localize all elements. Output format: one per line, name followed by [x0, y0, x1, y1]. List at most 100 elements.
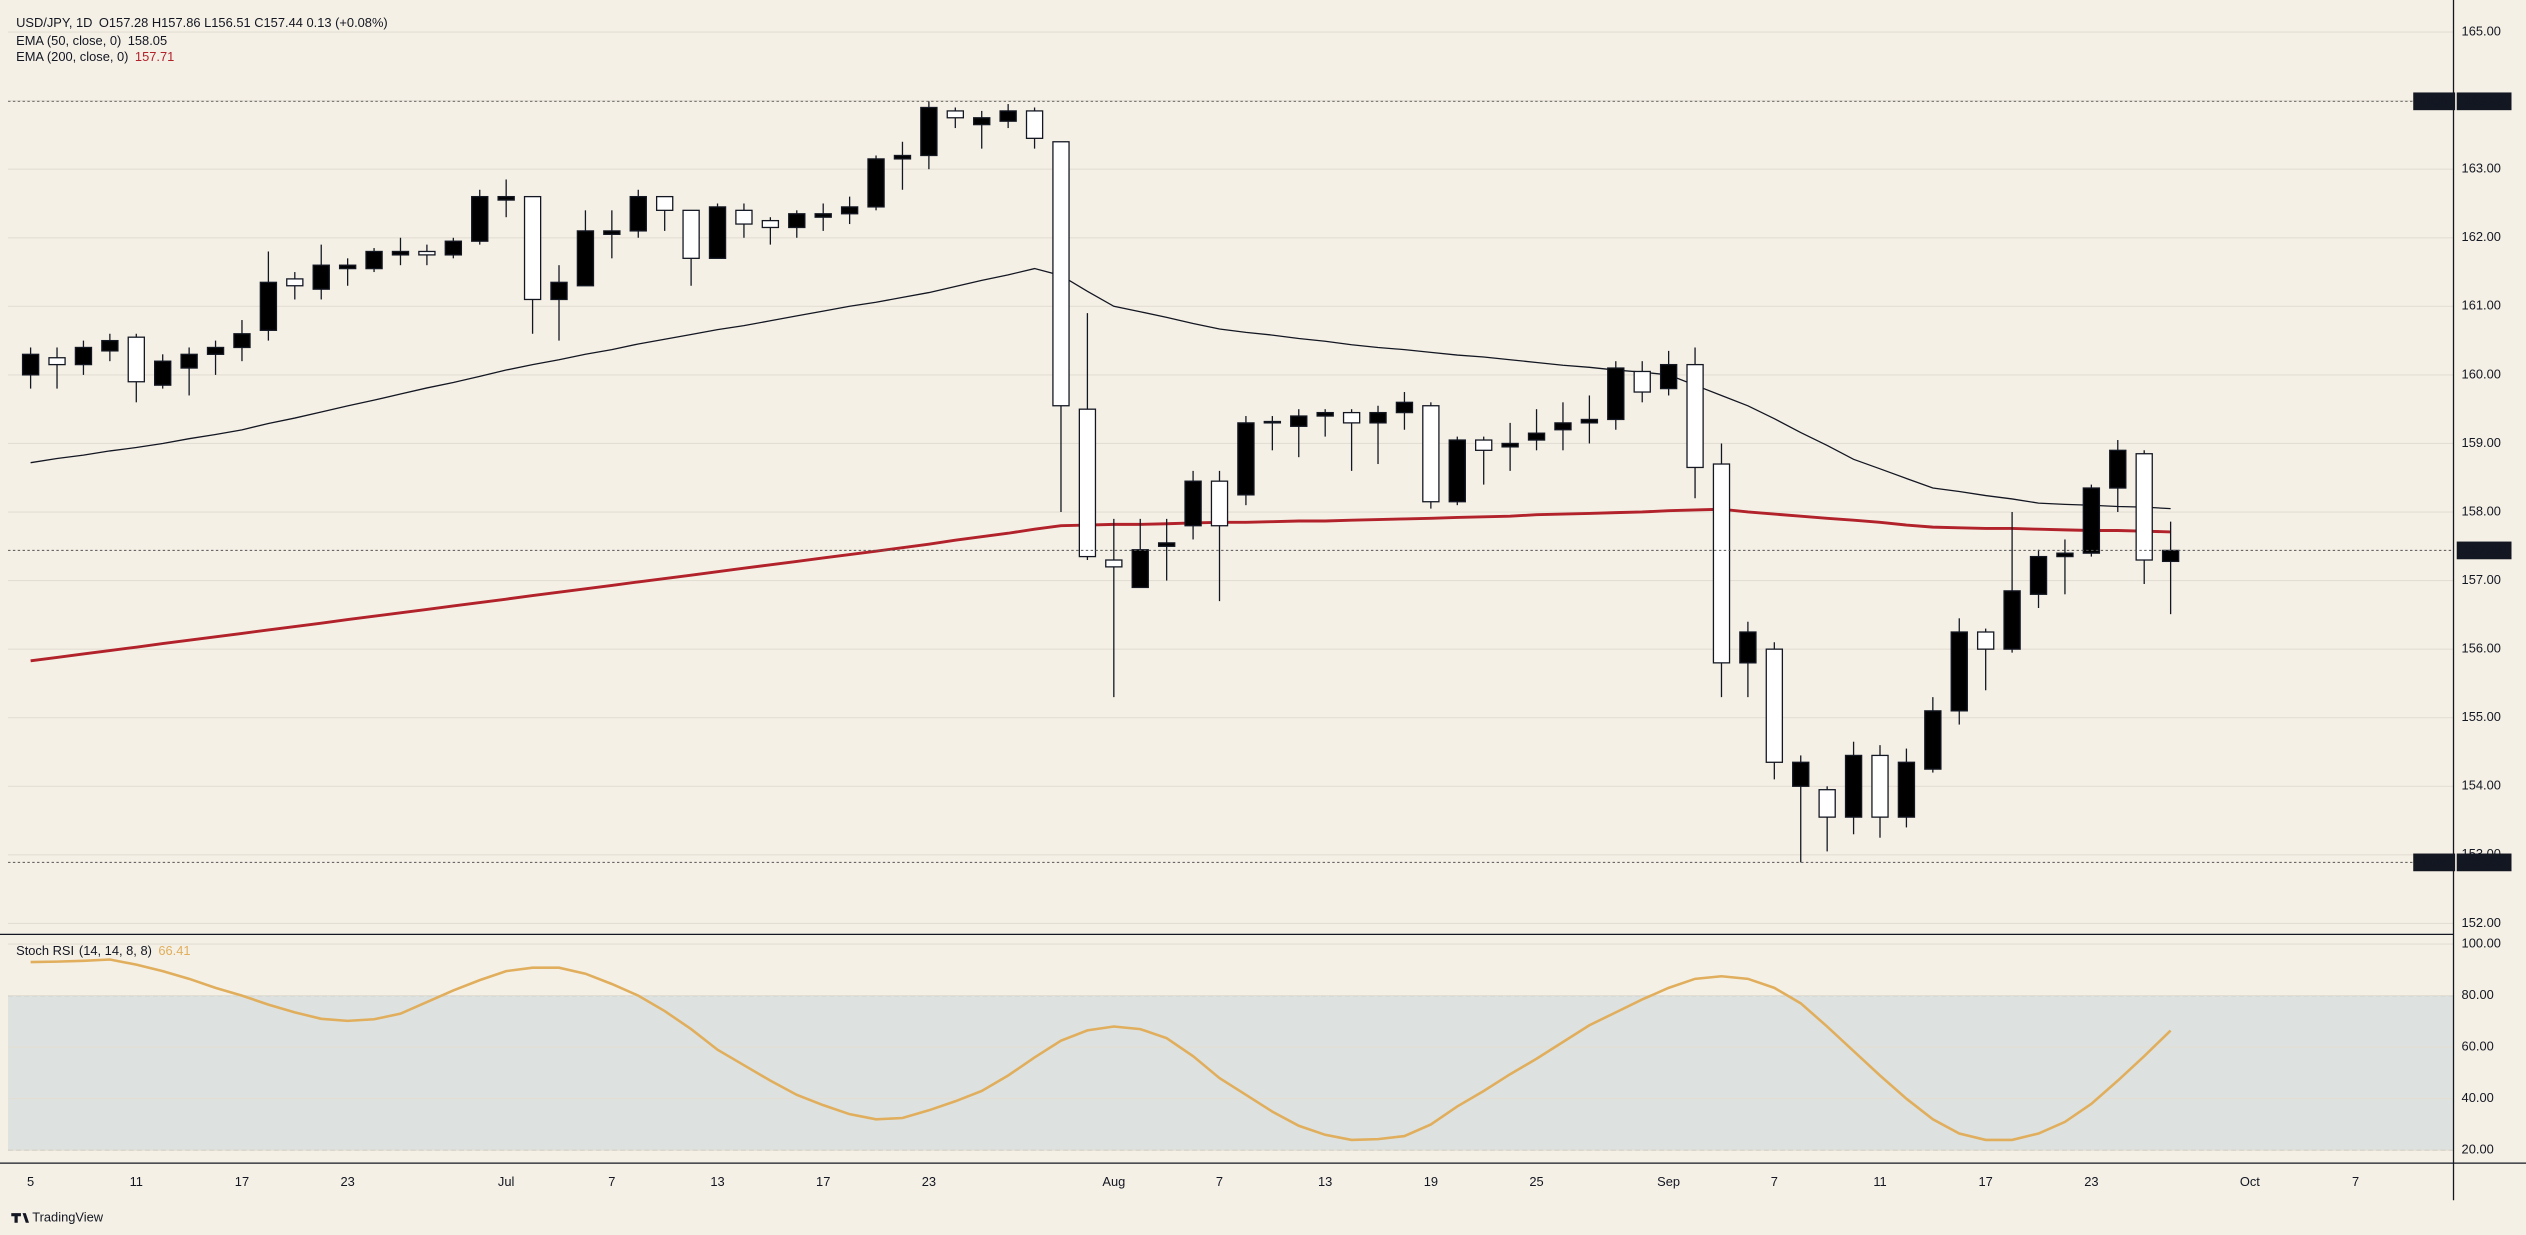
last-price-box — [2456, 541, 2512, 560]
candle-body — [1052, 141, 1070, 407]
candle-body — [1897, 761, 1916, 818]
candle-body — [2109, 449, 2127, 489]
candle-body — [2135, 453, 2153, 561]
candle-body — [1422, 405, 1440, 503]
ohlc: O157.28 H157.86 L156.51 C157.44 0.13 (+0… — [99, 16, 388, 31]
legend-main: USD/JPY, 1D O157.28 H157.86 L156.51 C157.… — [16, 16, 388, 31]
x-tick-label: 13 — [1318, 1174, 1332, 1189]
candle-body — [655, 195, 674, 211]
candle-body — [1263, 420, 1282, 424]
x-tick-label: 11 — [130, 1174, 143, 1189]
x-tick-label: 23 — [922, 1174, 936, 1189]
candle-body — [74, 346, 93, 366]
candle-body — [576, 230, 595, 287]
candle-body — [101, 339, 119, 352]
candle-body — [788, 213, 806, 229]
candle-body — [471, 195, 489, 242]
candle-body — [1818, 789, 1836, 818]
level-price: 163.99 — [2464, 93, 2503, 108]
level-tag — [2413, 853, 2456, 872]
last-price-label: 157.44 — [2464, 542, 2504, 557]
candle-body — [154, 360, 172, 386]
candle-body — [1395, 401, 1414, 414]
level-price-box — [2456, 92, 2512, 111]
candle-body — [999, 110, 1017, 122]
candle-body — [1659, 363, 1678, 390]
y-tick-label: 159.00 — [2462, 435, 2501, 450]
candle-body — [814, 213, 832, 218]
candle-body — [2029, 555, 2048, 595]
x-tick-label: 23 — [2084, 1174, 2098, 1189]
x-tick-label: 17 — [235, 1174, 249, 1189]
ema-line — [30, 507, 2171, 663]
candle-body — [1844, 754, 1863, 818]
x-tick-label: 7 — [1771, 1174, 1778, 1189]
x-tick-label: 25 — [1529, 1174, 1543, 1189]
candle-body — [550, 281, 568, 301]
y-tick-label: 155.00 — [2462, 709, 2501, 724]
candle-body — [1157, 542, 1176, 547]
legend-ema50: EMA (50, close, 0) 158.05 — [16, 33, 167, 48]
osc-band — [8, 995, 2454, 1151]
candle-body — [1607, 367, 1625, 421]
y-tick-label: 157.00 — [2462, 572, 2501, 587]
candle-body — [1792, 761, 1810, 787]
x-tick-label: Oct — [2240, 1174, 2260, 1189]
ema-name: EMA (200, close, 0) — [16, 49, 128, 64]
candle-body — [391, 250, 410, 256]
x-tick-label: Jul — [498, 1174, 514, 1189]
candle-body — [1950, 631, 1968, 712]
candle-body — [1527, 432, 1546, 441]
candle-body — [1580, 418, 1599, 424]
ema-name: EMA (50, close, 0) — [16, 33, 121, 48]
candle-body — [1342, 411, 1361, 424]
candle-body — [840, 206, 859, 215]
osc-tick-label: 100.00 — [2462, 935, 2501, 950]
candle-body — [735, 209, 753, 225]
x-tick-label: 13 — [710, 1174, 724, 1189]
candle-body — [1765, 648, 1784, 763]
y-tick-label: 158.00 — [2462, 503, 2501, 518]
x-tick-label: Sep — [1657, 1174, 1680, 1189]
candle-body — [1131, 549, 1149, 589]
y-tick-label: 160.00 — [2462, 366, 2501, 381]
x-tick-label: 19 — [1424, 1174, 1438, 1189]
x-tick-label: 23 — [340, 1174, 354, 1189]
osc-tick-label: 40.00 — [2462, 1090, 2494, 1105]
osc-line — [30, 958, 2172, 1142]
y-tick-label: 152.00 — [2462, 915, 2501, 930]
candle-body — [444, 240, 463, 256]
candle-body — [2056, 552, 2074, 558]
candle-body — [1871, 754, 1889, 818]
osc-params: (14, 14, 8, 8) — [79, 944, 152, 959]
level-price-box — [2456, 853, 2512, 872]
y-tick-label: 163.00 — [2462, 161, 2501, 176]
candle-body — [286, 278, 304, 287]
candle-body — [338, 264, 357, 270]
ema-line — [30, 267, 2171, 510]
candle-body — [206, 346, 225, 355]
candle-body — [1475, 439, 1493, 451]
candle-body — [1686, 363, 1704, 469]
candle-body — [1237, 422, 1255, 496]
y-tick-label: 161.00 — [2462, 298, 2501, 313]
candle-body — [893, 154, 912, 160]
candle-body — [48, 357, 66, 366]
candle-body — [1290, 415, 1308, 427]
candle-body — [1976, 631, 1995, 650]
candle-body — [603, 230, 621, 235]
ema-value: 157.71 — [135, 49, 174, 64]
y-tick-label: 162.00 — [2462, 229, 2501, 244]
candle-body — [682, 209, 700, 259]
ema-value: 158.05 — [128, 33, 167, 48]
candle-body — [946, 110, 965, 119]
candle-body — [259, 281, 278, 331]
candle-body — [1712, 463, 1731, 664]
candle-body — [1184, 480, 1202, 527]
candle-body — [1633, 370, 1651, 393]
y-tick-label: 154.00 — [2462, 778, 2501, 793]
candle-body — [1739, 631, 1757, 664]
candle-body — [1924, 710, 1942, 770]
x-tick-label: 17 — [1979, 1174, 1993, 1189]
